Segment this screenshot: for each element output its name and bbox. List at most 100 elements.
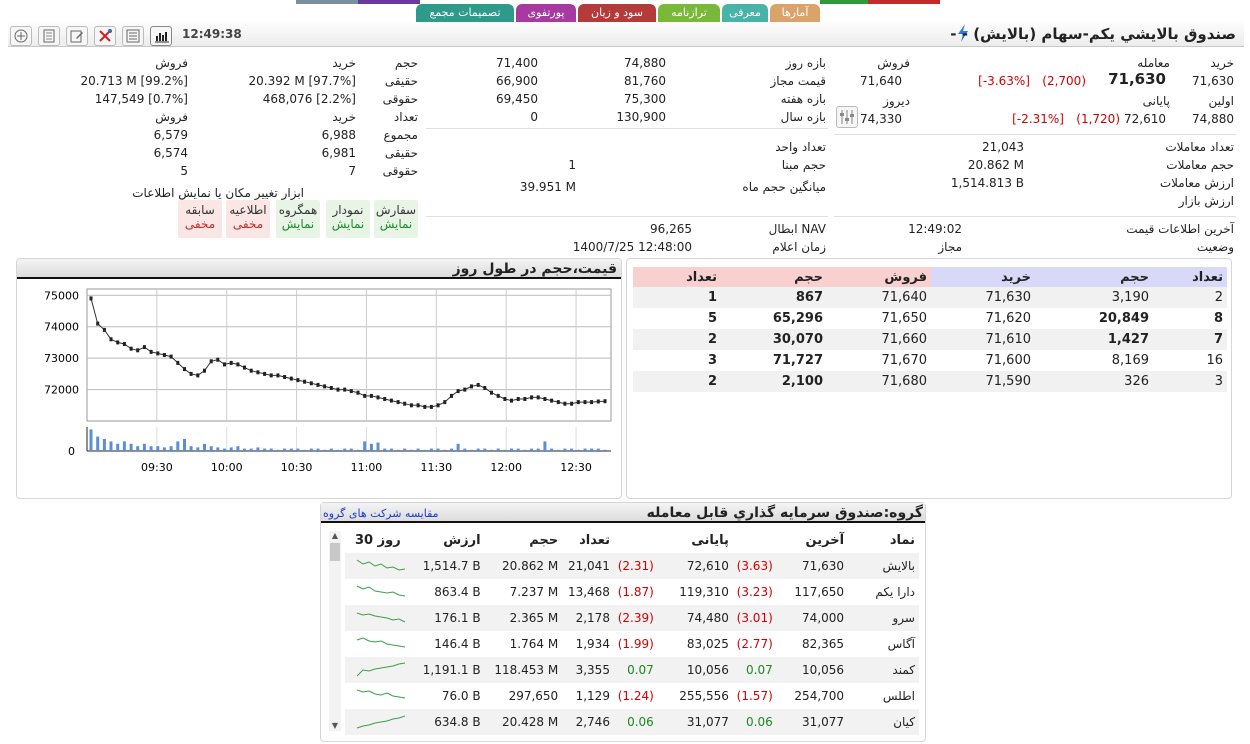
ob-cell-sv: 867 — [795, 290, 823, 305]
group-row[interactable]: 1,514.7 B 20.862 M 21,041 (2.31) 72,610 (3.63… — [345, 553, 919, 579]
list-button[interactable] — [122, 26, 144, 46]
orderbook-panel: تعداد حجم فروش خرید حجم تعداد 1 867 71,640… — [626, 258, 1232, 499]
volume-bar — [556, 449, 560, 451]
add-button[interactable] — [10, 26, 32, 46]
price-candle — [189, 371, 193, 376]
group-cell-sym[interactable]: کیان — [893, 715, 915, 729]
volume-bar — [369, 443, 373, 451]
total-label: مجموع — [383, 128, 418, 142]
volume-bar — [283, 448, 287, 451]
orderbook-row: 2 2,100 71,680 71,590 326 3 — [633, 371, 1227, 392]
group-row[interactable]: 863.4 B 7.237 M 13,468 (1.87) 119,310 (3.23) 1… — [345, 579, 919, 605]
compare-group-link[interactable]: مقایسه شرکت های گروه — [323, 507, 439, 520]
group-cell-closec: (2.31) — [617, 559, 654, 573]
announce-label: زمان اعلام — [772, 240, 826, 254]
group-cell-sym[interactable]: اطلس — [882, 689, 915, 703]
price-candle — [389, 398, 393, 403]
group-cell-cnt: 3,355 — [575, 663, 610, 677]
x-tick-label: 12:30 — [560, 461, 592, 474]
scroll-up-icon[interactable]: ▲ — [331, 531, 339, 540]
first-value: 74,880 — [1192, 112, 1234, 126]
notes-button[interactable] — [38, 26, 60, 46]
tab-profit-loss[interactable]: سود و زیان — [578, 4, 656, 22]
price-candle — [136, 348, 140, 353]
volume-bar — [496, 448, 500, 451]
toggle-history[interactable]: سابقه مخفی — [178, 200, 222, 238]
volume-bar — [189, 446, 193, 451]
settings-button[interactable] — [836, 106, 858, 128]
volume-bar — [256, 447, 260, 451]
price-candle — [596, 399, 600, 404]
group-cell-last: 117,650 — [794, 585, 845, 599]
divider — [426, 216, 828, 217]
y-tick-label: 73000 — [44, 352, 79, 365]
market-button[interactable] — [150, 26, 172, 46]
tab-balance-sheet[interactable]: ترازنامه — [658, 4, 720, 22]
x-tick-label: 09:30 — [141, 461, 173, 474]
group-cell-val: 863.4 B — [434, 585, 481, 599]
tab-stats[interactable]: آمارها — [770, 4, 820, 22]
group-cell-sym[interactable]: آگاس — [887, 637, 915, 651]
price-candle — [536, 395, 540, 400]
price-candle — [356, 390, 360, 395]
tab-portfolio[interactable]: پورتفوی — [516, 4, 576, 22]
trades-count-value: 21,043 — [982, 140, 1024, 154]
first-label: اولین — [1208, 94, 1234, 108]
group-row[interactable]: 634.8 B 20.428 M 2,746 0.06 31,077 0.06 31,077… — [345, 709, 919, 735]
tab-assembly-decisions[interactable]: تصمیمات مجمع — [416, 4, 514, 22]
sell-value: 71,640 — [860, 74, 902, 88]
range-high: 75,300 — [624, 92, 666, 106]
group-row[interactable]: 176.1 B 2.365 M 2,178 (2.39) 74,480 (3.01) 74,… — [345, 605, 919, 631]
toggle-peer-group[interactable]: همگروه نمایش — [276, 200, 320, 238]
sell-label: فروش — [877, 56, 910, 70]
volume-bar — [323, 449, 327, 451]
trades-value-label: ارزش معاملات — [1159, 176, 1234, 190]
price-candle — [96, 321, 100, 326]
group-row[interactable]: 1,191.1 B 118.453 M 3,355 0.07 10,056 0.07 10,… — [345, 657, 919, 683]
ob-sell-volume-header: حجم — [721, 267, 827, 287]
tools-hint: ابزار تغییر مکان یا نمایش اطلاعات — [132, 186, 304, 200]
volume-bar — [510, 448, 513, 451]
group-cell-sym[interactable]: دارا یکم — [875, 585, 915, 599]
price-candle — [156, 351, 160, 356]
ob-cell-sv: 65,296 — [772, 311, 823, 326]
price-candle — [416, 403, 420, 408]
real-label: حقیقی — [384, 74, 418, 88]
total-buy: 6,988 — [321, 128, 356, 142]
group-cell-closec: (1.99) — [617, 637, 654, 651]
price-candle — [116, 340, 120, 345]
group-cell-val: 176.1 B — [434, 611, 481, 625]
group-cell-lastc: (1.57) — [736, 689, 773, 703]
tab-bar: آمارها معرفی ترازنامه سود و زیان پورتفوی… — [0, 0, 1250, 22]
price-candle — [183, 367, 186, 372]
group-cell-sym[interactable]: کمند — [892, 663, 915, 677]
scroll-thumb[interactable] — [330, 543, 340, 561]
group-row[interactable]: 146.4 B 1.764 M 1,934 (1.99) 83,025 (2.77) 82,… — [345, 631, 919, 657]
volume-bar — [503, 449, 507, 451]
toggle-announcements[interactable]: اطلاعیه مخفی — [226, 200, 270, 238]
volume-bar — [289, 448, 293, 451]
group-cell-sym[interactable]: سرو — [892, 611, 915, 625]
plus-icon — [14, 29, 28, 43]
list-icon — [126, 29, 140, 43]
group-cell-closec: (1.87) — [617, 585, 654, 599]
toggle-chart[interactable]: نمودار نمایش — [326, 200, 370, 238]
tab-strip-line — [820, 0, 868, 4]
group-cell-vol: 20.862 M — [502, 559, 559, 573]
price-candle — [176, 360, 180, 365]
group-row[interactable]: 76.0 B 297,650 1,129 (1.24) 255,556 (1.57) 254… — [345, 683, 919, 709]
tab-intro[interactable]: معرفی — [722, 4, 768, 22]
edit-button[interactable] — [66, 26, 88, 46]
group-cell-sym[interactable]: بالایش — [882, 559, 915, 573]
ob-sell-count-header: تعداد — [633, 267, 721, 287]
volume-bar — [409, 449, 413, 451]
volume-bar — [389, 448, 393, 451]
count-sell-label: فروش — [155, 110, 188, 124]
ob-cell-sc: 2 — [707, 332, 717, 347]
scroll-down-icon[interactable]: ▼ — [331, 721, 339, 730]
volume-bar — [216, 447, 220, 451]
toggle-orders[interactable]: سفارش نمایش — [374, 200, 418, 238]
group-scrollbar[interactable]: ▲ ▼ — [329, 531, 341, 731]
volume-bar — [276, 449, 280, 451]
tools-button[interactable] — [94, 26, 116, 46]
